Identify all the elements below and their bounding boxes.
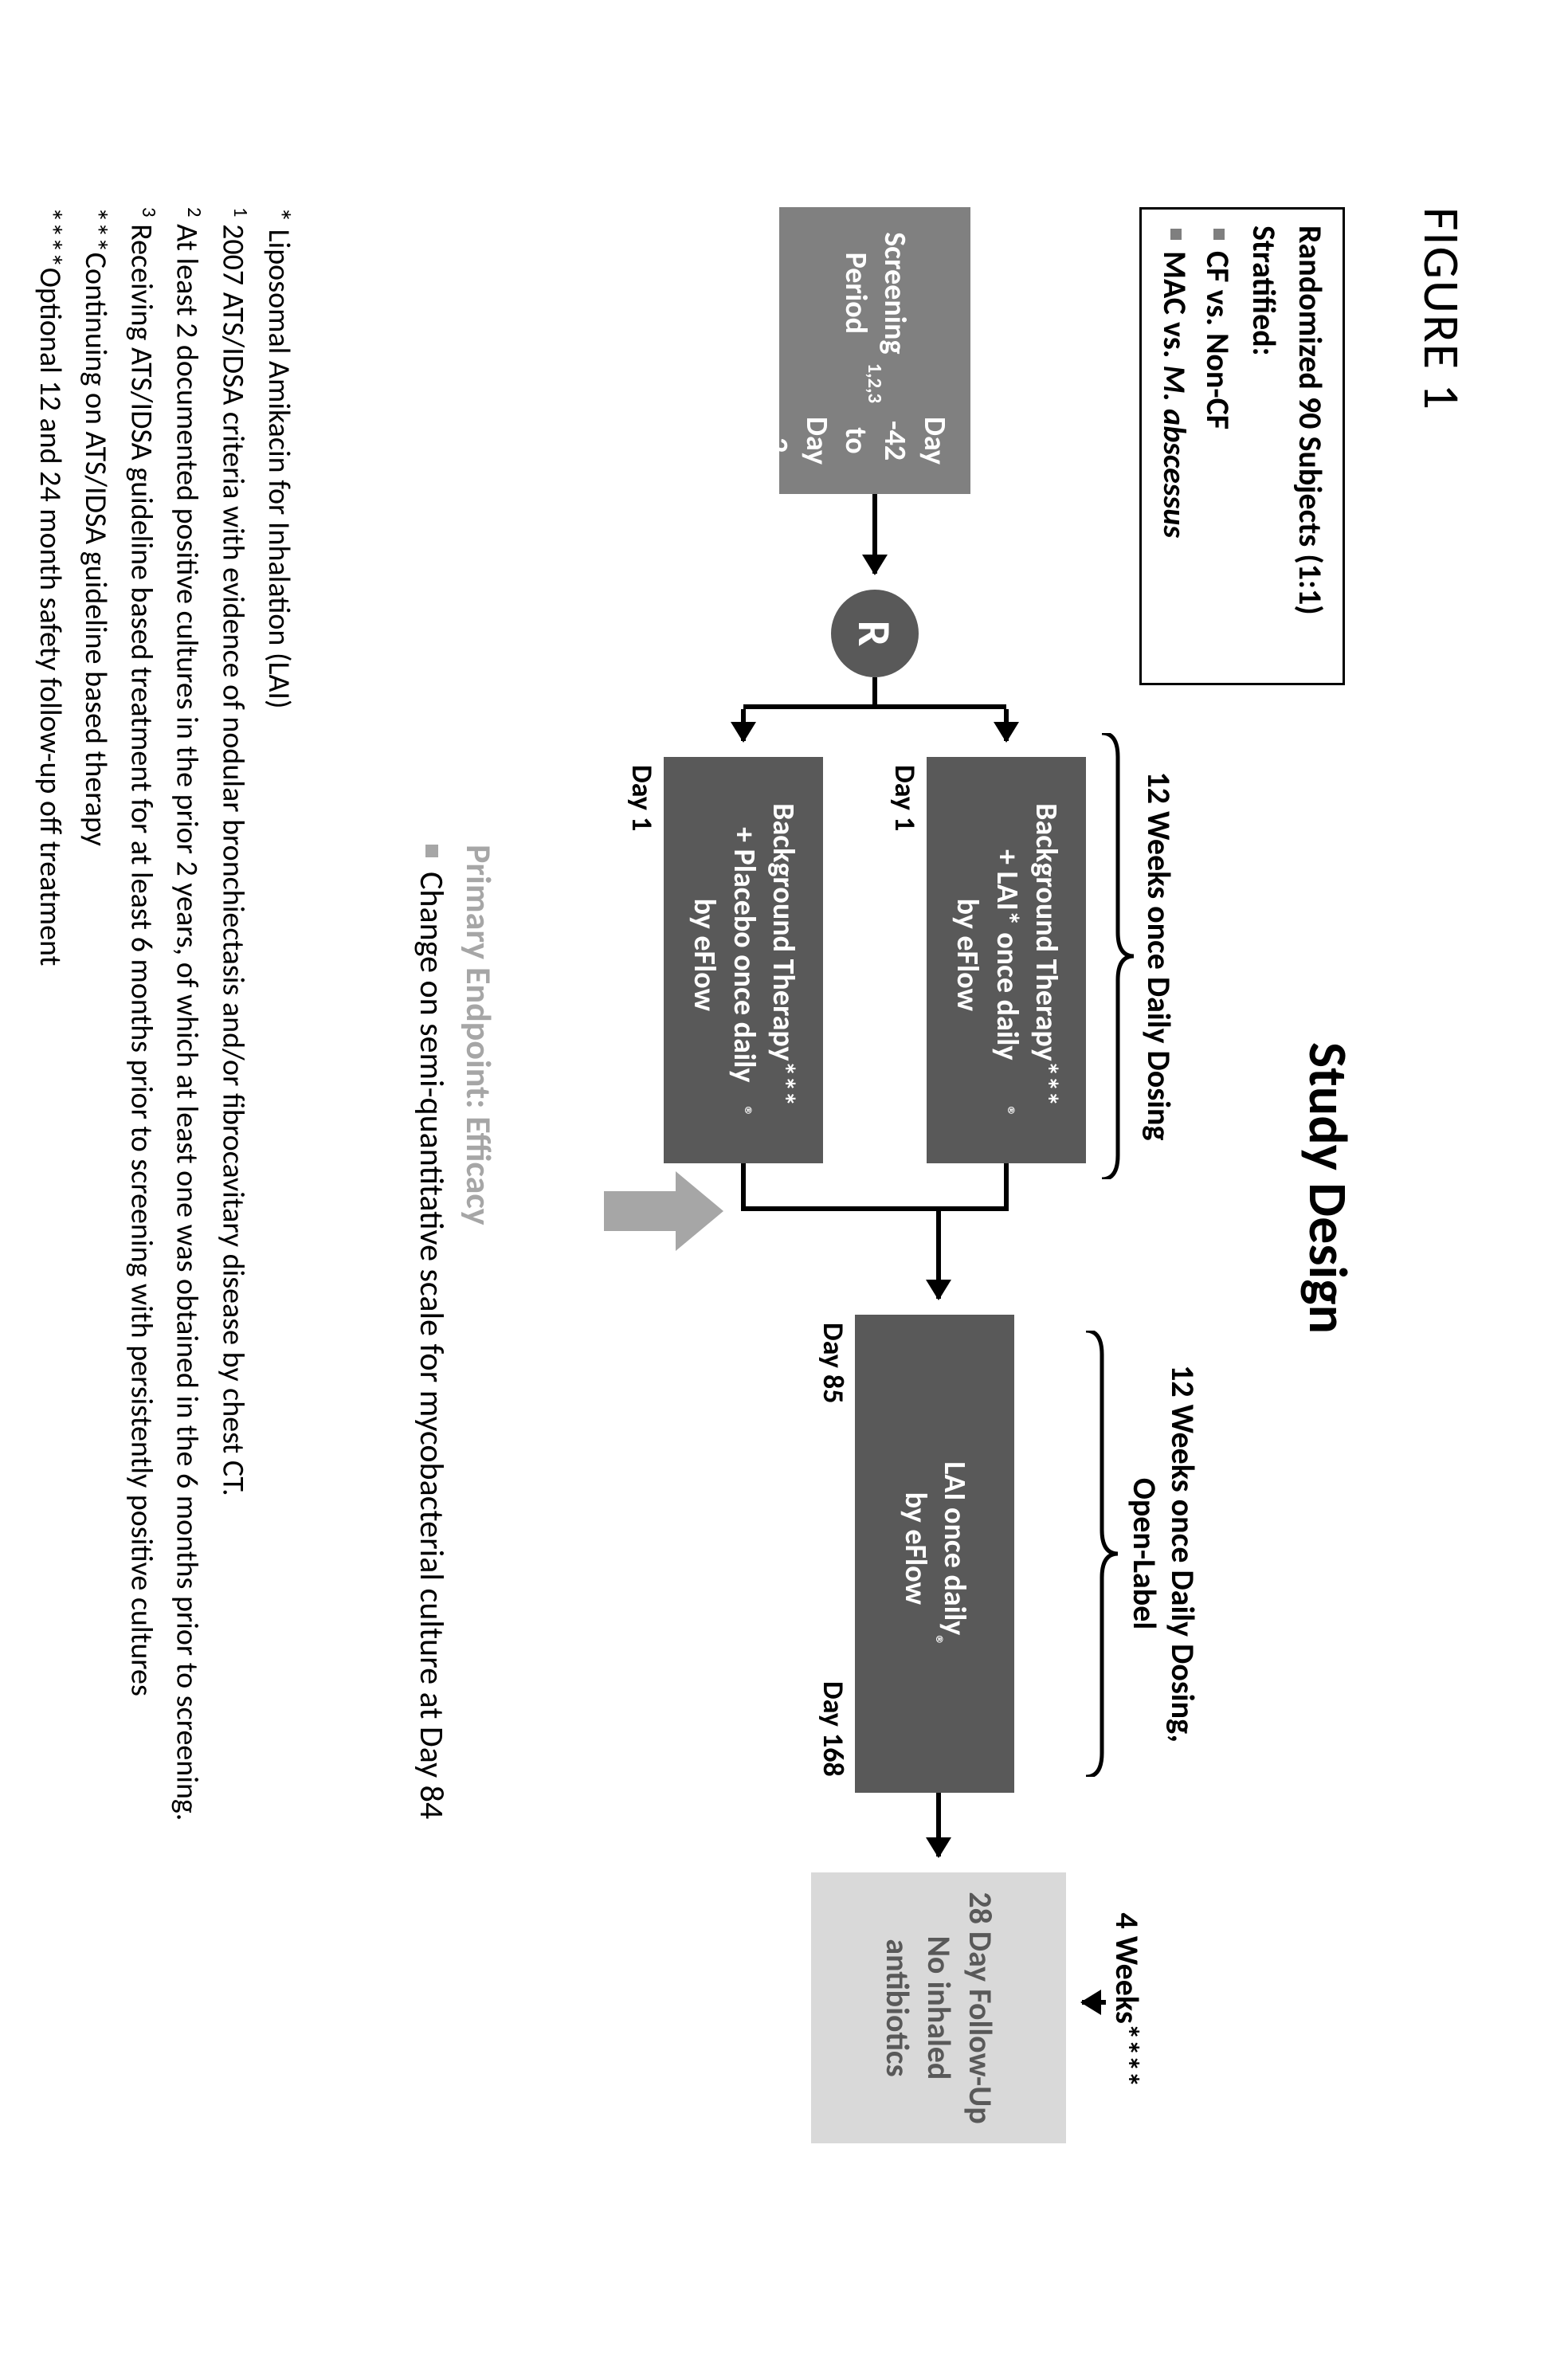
open-label-day-left: Day 85 — [816, 1323, 851, 1404]
endpoint-arrow-icon — [604, 1171, 723, 1251]
footnote: 2 At least 2 documented positive culture… — [164, 207, 210, 2167]
footnote: 3 Receiving ATS/IDSA guideline based tre… — [118, 207, 164, 2167]
strat-sub: Stratified: — [1242, 225, 1285, 667]
arm-top-day: Day 1 — [888, 765, 923, 831]
connector-line — [741, 1206, 1009, 1211]
footnote: * Liposomal Amikacin for Inhalation (LAI… — [256, 207, 301, 2167]
phase1-brace-label: 12 Weeks once Daily Dosing — [1139, 733, 1178, 1179]
phase3-label: 4 Weeks**** — [1107, 1856, 1146, 2143]
figure-label: FIGURE 1 — [1410, 207, 1472, 411]
endpoint-item: Change on semi-quantitative scale for my… — [409, 845, 453, 1880]
arm-top-box: Background Therapy***+ LAI* once dailyby… — [927, 757, 1086, 1163]
arrow-merge-to-open — [936, 1211, 941, 1299]
footnote: ***Continuing on ATS/IDSA guideline base… — [73, 207, 118, 2167]
arrow-to-arm-bottom — [741, 709, 746, 741]
arrow-to-arm-top — [1004, 709, 1009, 741]
followup-box: 28 Day Follow-UpNo inhaledantibiotics — [811, 1872, 1066, 2143]
footnote: ****Optional 12 and 24 month safety foll… — [27, 207, 73, 2167]
arrow-to-followup — [936, 1793, 941, 1856]
footnotes: * Liposomal Amikacin for Inhalation (LAI… — [27, 207, 301, 2167]
screening-box: Screening Period1,2,3Day -42to Day -2 — [779, 207, 970, 494]
open-label-day-right: Day 168 — [816, 1681, 851, 1777]
arm-bottom-day: Day 1 — [625, 765, 660, 831]
connector-line — [741, 1163, 746, 1211]
open-label-box: LAI once dailyby eFlow® — [855, 1315, 1014, 1793]
connector-line — [743, 704, 1006, 709]
study-diagram: 12 Weeks once Daily Dosing 12 Weeks once… — [476, 207, 1194, 2167]
randomization-node: R — [831, 590, 919, 677]
phase2-brace-label: 12 Weeks once Daily Dosing,Open-Label — [1125, 1331, 1201, 1777]
page-title: Study Design — [1295, 1042, 1361, 1334]
phase1-brace — [1098, 733, 1138, 1179]
endpoint-block: Primary Endpoint: Efficacy Change on sem… — [409, 845, 500, 1880]
phase2-brace — [1082, 1331, 1122, 1777]
endpoint-title: Primary Endpoint: Efficacy — [457, 845, 500, 1880]
strat-item: CF vs. Non-CF — [1196, 229, 1239, 667]
arm-bottom-box: Background Therapy***+ Placebo once dail… — [664, 757, 823, 1163]
arrow-screening-to-r — [872, 494, 877, 574]
footnote: 1 2007 ATS/IDSA criteria with evidence o… — [210, 207, 256, 2167]
strat-header: Randomized 90 Subjects (1:1) — [1288, 225, 1331, 667]
connector-line — [1004, 1163, 1009, 1211]
arrow-label-to-followup — [1082, 2000, 1106, 2005]
